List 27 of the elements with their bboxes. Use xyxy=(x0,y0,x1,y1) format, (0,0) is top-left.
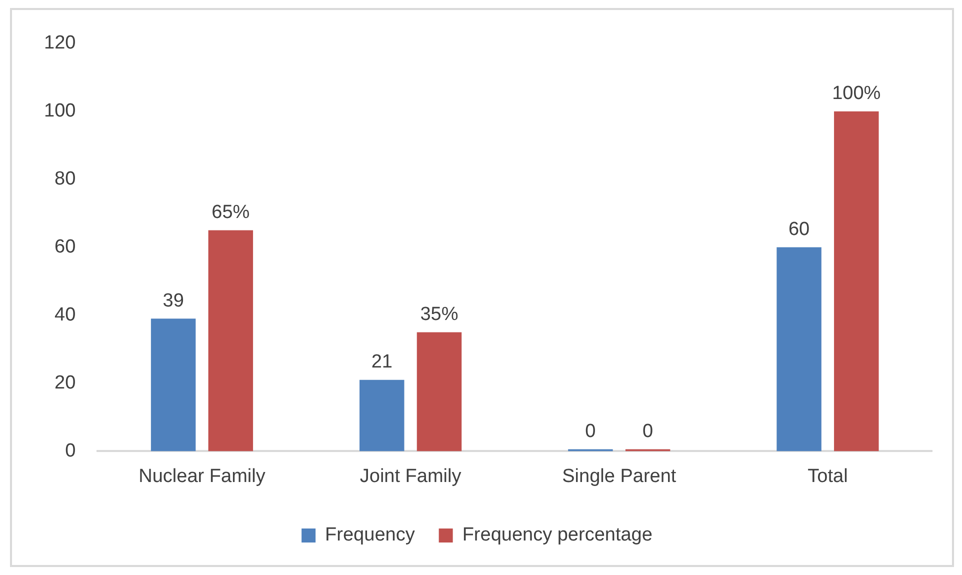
legend-label: Frequency percentage xyxy=(462,524,652,546)
y-tick-label: 100 xyxy=(44,100,76,122)
y-tick-label: 80 xyxy=(54,168,76,190)
y-tick-label: 20 xyxy=(54,372,76,394)
data-label: 60 xyxy=(788,219,810,240)
data-label: 100% xyxy=(832,83,881,104)
y-tick-label: 0 xyxy=(65,440,76,462)
y-tick-label: 60 xyxy=(54,236,76,258)
y-tick-label: 120 xyxy=(44,32,76,54)
data-label: 21 xyxy=(371,352,392,373)
bar xyxy=(776,247,822,452)
data-label: 35% xyxy=(420,304,458,325)
data-label: 0 xyxy=(585,420,596,442)
bar xyxy=(150,318,196,452)
data-label: 0 xyxy=(642,420,654,442)
legend-label: Frequency xyxy=(325,524,416,546)
bar xyxy=(834,111,879,452)
y-tick-label: 40 xyxy=(54,304,76,326)
bar xyxy=(416,332,462,452)
bar xyxy=(208,230,254,452)
x-tick-label: Total xyxy=(808,466,848,487)
data-label: 65% xyxy=(212,202,250,224)
x-tick-label: Nuclear Family xyxy=(138,466,266,487)
bar xyxy=(360,380,404,452)
data-label: 39 xyxy=(162,290,184,312)
x-tick-label: Single Parent xyxy=(562,466,677,487)
x-tick-label: Joint Family xyxy=(360,466,462,487)
